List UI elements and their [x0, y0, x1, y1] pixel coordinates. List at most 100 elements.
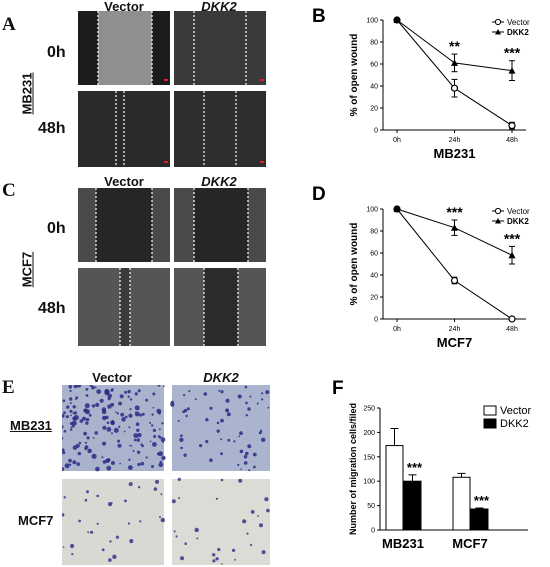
stain-cell — [127, 395, 130, 398]
stain-cell — [120, 412, 125, 417]
stain-cell — [118, 401, 122, 406]
stain-cell — [111, 432, 113, 435]
stain-cell — [249, 395, 252, 398]
stain-cell — [152, 442, 157, 447]
y-tick-label: 80 — [370, 40, 378, 47]
stain-cell — [161, 440, 165, 443]
stain-cell — [227, 438, 231, 442]
stain-cell — [78, 519, 81, 523]
stain-cell — [159, 516, 161, 518]
stain-cell — [149, 440, 152, 443]
stain-cell — [178, 497, 180, 500]
stain-cell — [62, 425, 64, 429]
x-tick-label: 0h — [393, 326, 401, 333]
stain-cell — [84, 403, 90, 409]
stain-cell — [267, 406, 270, 409]
stain-cell — [78, 441, 82, 445]
stain-cell — [234, 558, 237, 561]
stain-cell — [265, 390, 270, 395]
significance-label: *** — [504, 230, 521, 246]
stain-cell — [163, 385, 165, 387]
stain-cell — [106, 427, 112, 432]
stain-cell — [250, 510, 255, 514]
stain-cell — [252, 452, 257, 457]
stain-cell — [136, 438, 140, 442]
stain-cell — [244, 385, 248, 389]
stain-cell — [85, 394, 89, 397]
stain-cell — [69, 409, 73, 413]
stain-cell — [99, 398, 104, 403]
stain-cell — [107, 404, 112, 409]
stain-cell — [137, 462, 141, 467]
stain-cell — [101, 409, 107, 415]
stain-cell — [247, 444, 252, 449]
stain-cell — [76, 385, 82, 388]
stain-cell — [94, 431, 98, 435]
legend-label: Vector — [507, 18, 530, 27]
stain-cell — [242, 519, 247, 524]
stain-cell — [245, 414, 248, 417]
stain-cell — [237, 463, 240, 466]
stain-cell — [110, 421, 115, 425]
panel-a-micrographs — [78, 11, 266, 167]
stain-cell — [180, 434, 183, 437]
stain-cell — [70, 414, 72, 417]
stain-cell — [75, 396, 79, 400]
y-tick-label: 0 — [371, 528, 375, 535]
stain-cell — [194, 398, 197, 401]
stain-cell — [127, 389, 131, 394]
legend-label: DKK2 — [507, 28, 529, 37]
stain-cell — [134, 405, 140, 411]
chart-d: D 0 20 40 60 80 100 0h 24h 48h MCF7 % of open woun… — [312, 184, 530, 350]
stain-cell — [69, 422, 73, 425]
panel-e-row-mb231: MB231 — [10, 418, 52, 433]
stain-cell — [232, 548, 236, 552]
stain-cell — [104, 388, 110, 395]
y-axis-label: Number of migration cells/filed — [348, 403, 358, 535]
stain-cell — [94, 386, 97, 389]
stain-cell — [133, 433, 139, 439]
stain-cell — [102, 441, 107, 446]
stain-cell — [84, 498, 88, 502]
stain-cell — [69, 389, 72, 392]
stain-cell — [184, 542, 187, 545]
stain-cell — [226, 409, 229, 412]
x-tick-label: 48h — [506, 326, 518, 333]
stain-mcf7-dkk2 — [172, 479, 270, 565]
stain-cell — [151, 424, 154, 427]
stain-cell — [112, 554, 117, 559]
stain-cell — [125, 415, 128, 419]
stain-cell — [145, 456, 148, 459]
y-tick-label: 100 — [366, 18, 378, 25]
stain-cell — [261, 437, 266, 442]
legend-marker — [495, 218, 501, 224]
panel-c-micrographs — [78, 188, 266, 346]
stain-cell — [106, 421, 110, 425]
series-line — [396, 19, 513, 127]
y-tick-label: 60 — [370, 251, 378, 258]
stain-cell — [220, 478, 224, 482]
stain-cell — [96, 522, 99, 525]
stain-cell — [79, 419, 84, 423]
panel-a-col-vector: Vector — [104, 0, 144, 14]
stain-cell — [152, 428, 156, 432]
panel-e-col-dkk2: DKK2 — [203, 370, 239, 385]
stain-cell — [185, 414, 188, 418]
stain-cell — [246, 532, 249, 535]
stain-cell — [69, 402, 72, 405]
stain-cell — [245, 451, 249, 456]
data-point — [450, 276, 459, 285]
stain-cell — [136, 450, 141, 454]
panel-c-row-0h: 0h — [47, 220, 66, 237]
stain-cell — [87, 531, 90, 534]
panel-a-col-dkk2: DKK2 — [201, 0, 237, 14]
panel-c-col-dkk2: DKK2 — [201, 174, 237, 189]
stain-cell — [71, 424, 75, 428]
stain-cell — [177, 420, 180, 422]
micrograph-mb231-dkk2-48h — [174, 91, 266, 167]
stain-cell — [212, 559, 216, 563]
stain-cell — [175, 535, 178, 538]
stain-cell — [233, 440, 236, 443]
significance-label: *** — [504, 45, 521, 61]
y-axis-label: % of open wound — [349, 223, 360, 306]
